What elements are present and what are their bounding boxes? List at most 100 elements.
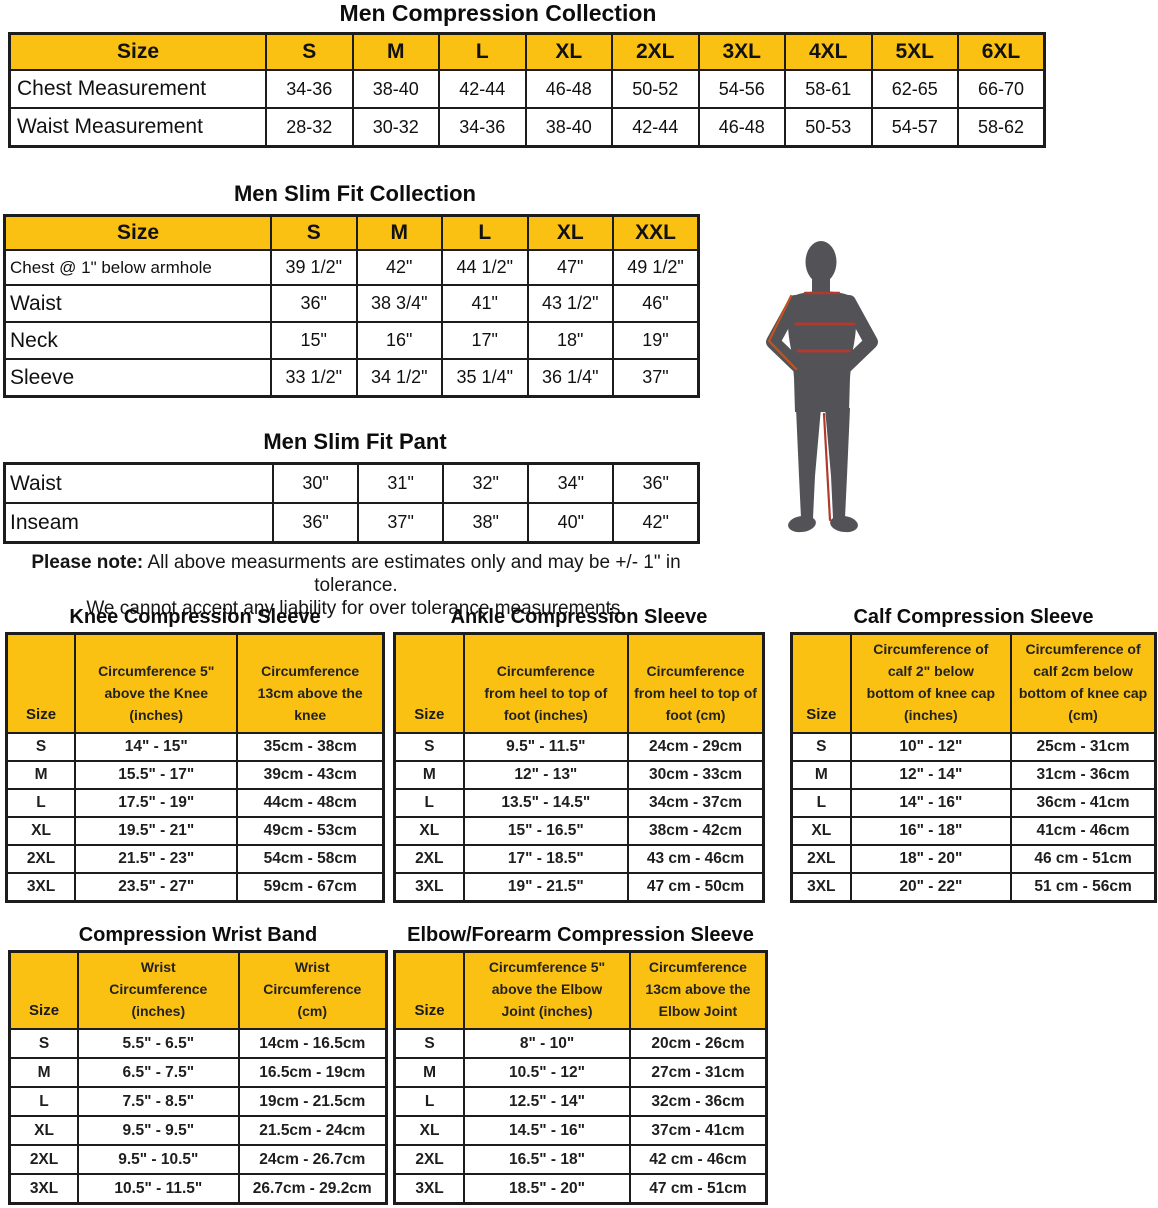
value-cell: 15.5" - 17": [74, 760, 239, 790]
value-cell: 26.7cm - 29.2cm: [237, 1173, 388, 1205]
value-cell: 32cm - 36cm: [628, 1086, 768, 1117]
table-row: 2XL 18" - 20" 46 cm - 51cm: [790, 844, 1157, 874]
size-cell: S: [790, 732, 852, 762]
header-row: Size S M L XL XXL: [3, 214, 700, 251]
table-row: L 17.5" - 19" 44cm - 48cm: [5, 788, 385, 818]
column-header: S: [270, 214, 358, 251]
value-cell: 41cm - 46cm: [1010, 816, 1157, 846]
header-row: Size S M L XL 2XL 3XL 4XL 5XL 6XL: [8, 32, 1046, 71]
column-header: M: [351, 32, 440, 71]
value-cell: 46 cm - 51cm: [1010, 844, 1157, 874]
value-cell: 62-65: [870, 69, 959, 109]
value-cell: 30cm - 33cm: [627, 760, 765, 790]
men-compression-title: Men Compression Collection: [339, 0, 657, 26]
value-cell: 54-57: [870, 107, 959, 148]
table-row: 3XL 20" - 22" 51 cm - 56cm: [790, 872, 1157, 903]
value-cell: 38-40: [524, 107, 613, 148]
table-row: M 10.5" - 12" 27cm - 31cm: [393, 1057, 768, 1088]
wrist-band-table: Size Wrist Circumference (inches) Wrist Ci…: [8, 950, 388, 1205]
table-row: S 10" - 12" 25cm - 31cm: [790, 732, 1157, 762]
value-cell: 16.5" - 18": [463, 1144, 631, 1175]
male-silhouette-figure: [766, 241, 878, 533]
column-header: 5XL: [870, 32, 959, 71]
table-row: Neck 15" 16" 17" 18" 19": [3, 321, 700, 360]
value-cell: 37": [612, 358, 700, 398]
value-cell: 20cm - 26cm: [628, 1028, 768, 1059]
table-row: Chest Measurement 34-36 38-40 42-44 46-48 50-…: [8, 69, 1046, 109]
value-cell: 12" - 13": [462, 760, 630, 790]
tolerance-note: Please note: All above measurments are e…: [0, 551, 712, 620]
value-cell: 58-62: [957, 107, 1046, 148]
value-cell: 32": [442, 462, 530, 504]
value-cell: 50-52: [611, 69, 700, 109]
column-header: S: [265, 32, 354, 71]
size-cell: XL: [5, 816, 77, 846]
row-label: Sleeve: [3, 358, 272, 398]
elbow-sleeve-section: Elbow/Forearm Compression Sleeve Size Cir…: [393, 924, 768, 1205]
column-header: XL: [526, 214, 614, 251]
value-cell: 42": [355, 249, 443, 286]
size-cell: 3XL: [5, 872, 77, 903]
note-line2: We cannot accept any liability for over …: [86, 598, 626, 619]
value-cell: 42": [612, 502, 700, 544]
figure-left-arm: [766, 295, 806, 374]
size-cell: L: [790, 788, 852, 818]
value-cell: 34 1/2": [355, 358, 443, 398]
figure-right-foot: [830, 515, 858, 533]
value-cell: 31cm - 36cm: [1010, 760, 1157, 790]
size-cell: S: [393, 1028, 466, 1059]
knee-sleeve-section: Knee Compression Sleeve Size Circumferenc…: [5, 606, 385, 903]
value-cell: 51 cm - 56cm: [1010, 872, 1157, 903]
size-cell: 3XL: [393, 1173, 466, 1205]
table-row: 3XL 18.5" - 20" 47 cm - 51cm: [393, 1173, 768, 1205]
value-cell: 36": [612, 462, 700, 504]
value-cell: 21.5cm - 24cm: [237, 1115, 388, 1146]
size-cell: 3XL: [8, 1173, 80, 1205]
size-cell: 3XL: [393, 872, 465, 903]
size-cell: M: [393, 1057, 466, 1088]
column-header: Size: [393, 632, 465, 734]
row-label: Waist: [3, 462, 274, 504]
table-row: L 12.5" - 14" 32cm - 36cm: [393, 1086, 768, 1117]
value-cell: 59cm - 67cm: [236, 872, 385, 903]
value-cell: 50-53: [784, 107, 873, 148]
value-cell: 58-61: [784, 69, 873, 109]
sleeve-measure-line: [767, 294, 798, 371]
value-cell: 19cm - 21.5cm: [237, 1086, 388, 1117]
table-row: 3XL 23.5" - 27" 59cm - 67cm: [5, 872, 385, 903]
value-cell: 9.5" - 10.5": [77, 1144, 240, 1175]
value-cell: 37": [357, 502, 445, 544]
column-header: Wrist Circumference (cm): [237, 950, 388, 1030]
size-cell: S: [5, 732, 77, 762]
value-cell: 44cm - 48cm: [236, 788, 385, 818]
value-cell: 39cm - 43cm: [236, 760, 385, 790]
row-label: Chest Measurement: [8, 69, 267, 109]
value-cell: 42-44: [438, 69, 527, 109]
column-header: L: [441, 214, 529, 251]
value-cell: 35cm - 38cm: [236, 732, 385, 762]
value-cell: 36": [271, 502, 360, 544]
wrist-band-title: Compression Wrist Band: [78, 924, 318, 946]
table-row: 2XL 21.5" - 23" 54cm - 58cm: [5, 844, 385, 874]
table-row: Waist Measurement 28-32 30-32 34-36 38-40 42-…: [8, 107, 1046, 148]
table-row: S 8" - 10" 20cm - 26cm: [393, 1028, 768, 1059]
value-cell: 25cm - 31cm: [1010, 732, 1157, 762]
column-header: Circumference of calf 2cm below bottom o…: [1010, 632, 1157, 734]
value-cell: 47 cm - 50cm: [627, 872, 765, 903]
value-cell: 17" - 18.5": [462, 844, 630, 874]
value-cell: 17.5" - 19": [74, 788, 239, 818]
table-row: XL 9.5" - 9.5" 21.5cm - 24cm: [8, 1115, 388, 1146]
row-label: Neck: [3, 321, 272, 360]
value-cell: 12.5" - 14": [463, 1086, 631, 1117]
value-cell: 10.5" - 11.5": [77, 1173, 240, 1205]
row-label: Inseam: [3, 502, 274, 544]
table-row: S 9.5" - 11.5" 24cm - 29cm: [393, 732, 765, 762]
value-cell: 12" - 14": [849, 760, 1013, 790]
table-row: S 14" - 15" 35cm - 38cm: [5, 732, 385, 762]
value-cell: 30": [271, 462, 360, 504]
value-cell: 18": [526, 321, 614, 360]
size-cell: XL: [8, 1115, 80, 1146]
men-slim-fit-pant-table: Waist 30" 31" 32" 34" 36" Inseam 36" 37" 38" 40" 42…: [3, 462, 700, 544]
figure-left-foot: [788, 515, 816, 533]
value-cell: 17": [441, 321, 529, 360]
